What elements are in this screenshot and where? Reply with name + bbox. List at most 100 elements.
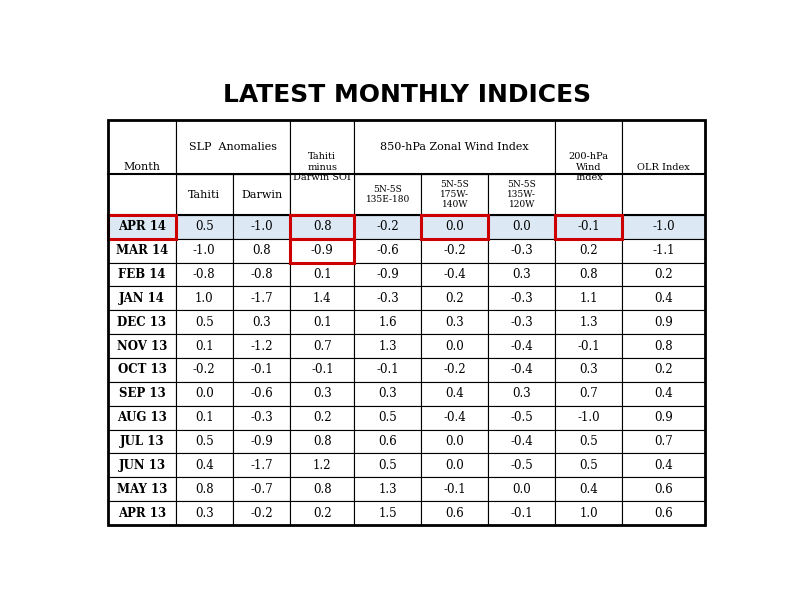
Text: 0.8: 0.8: [654, 340, 673, 352]
Text: 0.5: 0.5: [195, 316, 214, 328]
Bar: [422, 477, 488, 501]
Bar: [175, 358, 233, 382]
Text: -0.1: -0.1: [577, 220, 600, 233]
Bar: [422, 406, 488, 430]
Bar: [488, 215, 555, 239]
Bar: [354, 215, 422, 239]
Bar: [354, 120, 555, 174]
Text: 1.2: 1.2: [313, 459, 332, 472]
Bar: [622, 310, 705, 334]
Text: 0.9: 0.9: [654, 411, 673, 424]
Text: -0.4: -0.4: [511, 364, 534, 377]
Text: 0.0: 0.0: [445, 459, 464, 472]
Bar: [291, 120, 354, 174]
Bar: [354, 358, 422, 382]
Text: 0.3: 0.3: [512, 268, 531, 281]
Text: 0.2: 0.2: [313, 411, 332, 424]
Bar: [291, 334, 354, 358]
Bar: [555, 382, 622, 406]
Bar: [233, 215, 291, 239]
Bar: [422, 174, 488, 215]
Bar: [109, 477, 175, 501]
Bar: [422, 501, 488, 525]
Bar: [488, 174, 555, 215]
Text: 0.0: 0.0: [445, 340, 464, 352]
Text: OLR Index: OLR Index: [638, 162, 690, 171]
Bar: [175, 334, 233, 358]
Bar: [622, 430, 705, 453]
Bar: [175, 286, 233, 310]
Bar: [422, 239, 488, 262]
Bar: [175, 477, 233, 501]
Text: -0.1: -0.1: [311, 364, 333, 377]
Bar: [622, 406, 705, 430]
Text: -0.5: -0.5: [511, 411, 534, 424]
Text: 0.4: 0.4: [195, 459, 214, 472]
Text: FEB 14: FEB 14: [118, 268, 166, 281]
Text: -0.9: -0.9: [250, 435, 273, 448]
Text: 0.2: 0.2: [654, 364, 673, 377]
Bar: [354, 262, 422, 286]
Bar: [422, 215, 488, 239]
Bar: [109, 310, 175, 334]
Text: 0.0: 0.0: [445, 220, 464, 233]
Bar: [109, 453, 175, 477]
Text: -0.6: -0.6: [250, 387, 273, 400]
Text: 0.2: 0.2: [654, 268, 673, 281]
Text: -0.4: -0.4: [443, 268, 466, 281]
Text: 0.1: 0.1: [313, 316, 332, 328]
Bar: [488, 406, 555, 430]
Text: Darwin: Darwin: [241, 190, 283, 199]
Bar: [354, 501, 422, 525]
Bar: [555, 286, 622, 310]
Bar: [622, 501, 705, 525]
Bar: [233, 358, 291, 382]
Text: -0.1: -0.1: [376, 364, 399, 377]
Text: -1.2: -1.2: [250, 340, 273, 352]
Bar: [109, 286, 175, 310]
Text: 0.3: 0.3: [512, 387, 531, 400]
Bar: [555, 477, 622, 501]
Text: 0.8: 0.8: [313, 220, 332, 233]
Bar: [422, 120, 488, 174]
Text: -0.3: -0.3: [511, 316, 534, 328]
Bar: [555, 174, 622, 215]
Bar: [109, 382, 175, 406]
Text: -0.2: -0.2: [444, 364, 466, 377]
Text: 0.8: 0.8: [313, 435, 332, 448]
Bar: [233, 120, 291, 174]
Text: -0.2: -0.2: [250, 506, 273, 519]
Bar: [109, 334, 175, 358]
Text: JUN 13: JUN 13: [118, 459, 166, 472]
Text: 0.6: 0.6: [654, 483, 673, 496]
Text: 0.4: 0.4: [654, 387, 673, 400]
Bar: [422, 382, 488, 406]
Bar: [555, 120, 622, 174]
Bar: [175, 174, 233, 215]
Text: -0.3: -0.3: [250, 411, 273, 424]
Text: MAR 14: MAR 14: [116, 244, 168, 257]
Text: 0.0: 0.0: [195, 387, 214, 400]
Bar: [175, 430, 233, 453]
Bar: [354, 239, 422, 262]
Bar: [291, 215, 354, 239]
Bar: [291, 358, 354, 382]
Text: -0.8: -0.8: [250, 268, 273, 281]
Text: MAY 13: MAY 13: [117, 483, 168, 496]
Bar: [555, 334, 622, 358]
Text: 0.4: 0.4: [654, 459, 673, 472]
Bar: [422, 334, 488, 358]
Bar: [488, 310, 555, 334]
Bar: [109, 215, 175, 239]
Bar: [354, 286, 422, 310]
Bar: [555, 501, 622, 525]
Text: JUL 13: JUL 13: [120, 435, 164, 448]
Text: -0.1: -0.1: [444, 483, 466, 496]
Text: 0.7: 0.7: [580, 387, 598, 400]
Bar: [354, 406, 422, 430]
Text: 0.2: 0.2: [580, 244, 598, 257]
Bar: [233, 501, 291, 525]
Text: 0.5: 0.5: [195, 220, 214, 233]
Bar: [354, 334, 422, 358]
Text: -0.6: -0.6: [376, 244, 399, 257]
